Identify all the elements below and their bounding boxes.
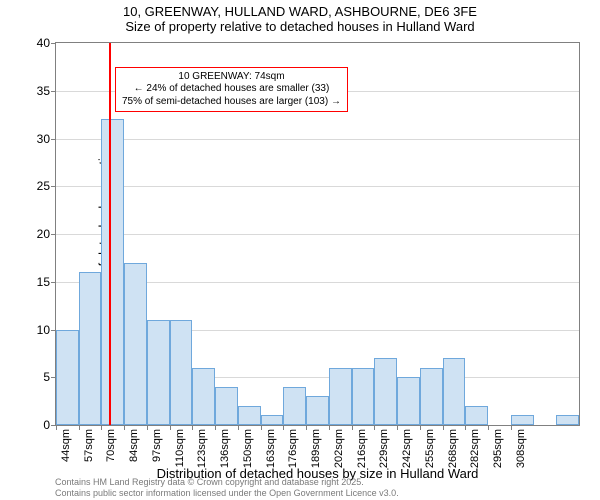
- chart-container: 10, GREENWAY, HULLAND WARD, ASHBOURNE, D…: [0, 0, 600, 500]
- histogram-bar: [511, 415, 534, 425]
- histogram-bar: [420, 368, 443, 425]
- histogram-bar: [374, 358, 397, 425]
- histogram-bar: [306, 396, 329, 425]
- x-tick-label: 202sqm: [333, 429, 345, 468]
- histogram-bar: [147, 320, 170, 425]
- histogram-bar: [329, 368, 352, 425]
- x-tick-label: 295sqm: [492, 429, 504, 468]
- x-tick-label: 84sqm: [128, 429, 140, 462]
- x-tick-label: 57sqm: [83, 429, 95, 462]
- title-block: 10, GREENWAY, HULLAND WARD, ASHBOURNE, D…: [0, 4, 600, 34]
- x-tick-label: 268sqm: [447, 429, 459, 468]
- histogram-bar: [465, 406, 488, 425]
- footer-line-2: Contains public sector information licen…: [55, 488, 399, 498]
- y-tick-label: 30: [37, 132, 56, 146]
- x-tick-mark: [79, 425, 80, 430]
- histogram-bar: [124, 263, 147, 425]
- y-tick-label: 5: [43, 370, 56, 384]
- histogram-bar: [443, 358, 466, 425]
- x-tick-label: 282sqm: [469, 429, 481, 468]
- x-tick-mark: [420, 425, 421, 430]
- footer-attribution: Contains HM Land Registry data © Crown c…: [55, 477, 399, 498]
- title-line-2: Size of property relative to detached ho…: [0, 19, 600, 34]
- x-tick-mark: [443, 425, 444, 430]
- histogram-bar: [261, 415, 284, 425]
- x-tick-mark: [238, 425, 239, 430]
- y-tick-label: 25: [37, 179, 56, 193]
- x-tick-mark: [488, 425, 489, 430]
- histogram-bar: [352, 368, 375, 425]
- x-tick-label: 242sqm: [401, 429, 413, 468]
- y-tick-label: 15: [37, 275, 56, 289]
- histogram-bar: [192, 368, 215, 425]
- x-tick-mark: [56, 425, 57, 430]
- footer-line-1: Contains HM Land Registry data © Crown c…: [55, 477, 399, 487]
- x-tick-label: 70sqm: [105, 429, 117, 462]
- annotation-line: 10 GREENWAY: 74sqm: [122, 71, 341, 84]
- x-tick-label: 308sqm: [515, 429, 527, 468]
- histogram-bar: [170, 320, 193, 425]
- histogram-bar: [556, 415, 579, 425]
- x-tick-mark: [261, 425, 262, 430]
- x-tick-label: 189sqm: [310, 429, 322, 468]
- histogram-bar: [215, 387, 238, 425]
- x-tick-label: 229sqm: [378, 429, 390, 468]
- y-axis-label-wrap: Number of detached properties: [14, 42, 30, 426]
- gridline: [56, 234, 579, 235]
- title-line-1: 10, GREENWAY, HULLAND WARD, ASHBOURNE, D…: [0, 4, 600, 19]
- x-tick-mark: [101, 425, 102, 430]
- x-tick-mark: [170, 425, 171, 430]
- y-tick-label: 0: [43, 418, 56, 432]
- histogram-bar: [56, 330, 79, 426]
- x-tick-label: 176sqm: [287, 429, 299, 468]
- histogram-bar: [283, 387, 306, 425]
- x-tick-mark: [215, 425, 216, 430]
- x-tick-label: 150sqm: [242, 429, 254, 468]
- x-tick-mark: [306, 425, 307, 430]
- x-tick-mark: [511, 425, 512, 430]
- histogram-bar: [79, 272, 102, 425]
- x-tick-label: 163sqm: [265, 429, 277, 468]
- histogram-bar: [101, 119, 124, 425]
- x-tick-mark: [124, 425, 125, 430]
- x-tick-mark: [329, 425, 330, 430]
- plot-area: 051015202530354044sqm57sqm70sqm84sqm97sq…: [55, 42, 580, 426]
- plot-area-wrap: 051015202530354044sqm57sqm70sqm84sqm97sq…: [55, 42, 580, 426]
- x-tick-label: 110sqm: [174, 429, 186, 467]
- x-tick-label: 255sqm: [424, 429, 436, 468]
- y-tick-label: 20: [37, 227, 56, 241]
- x-tick-mark: [147, 425, 148, 430]
- histogram-bar: [238, 406, 261, 425]
- x-tick-mark: [283, 425, 284, 430]
- annotation-line: ← 24% of detached houses are smaller (33…: [122, 83, 341, 96]
- annotation-line: 75% of semi-detached houses are larger (…: [122, 96, 341, 109]
- x-tick-label: 136sqm: [219, 429, 231, 468]
- gridline: [56, 139, 579, 140]
- x-tick-mark: [192, 425, 193, 430]
- x-tick-label: 44sqm: [60, 429, 72, 462]
- gridline: [56, 186, 579, 187]
- x-tick-mark: [465, 425, 466, 430]
- histogram-bar: [397, 377, 420, 425]
- annotation-box: 10 GREENWAY: 74sqm← 24% of detached hous…: [115, 67, 348, 113]
- x-tick-label: 123sqm: [196, 429, 208, 468]
- y-tick-label: 10: [37, 323, 56, 337]
- x-tick-mark: [352, 425, 353, 430]
- x-tick-label: 216sqm: [356, 429, 368, 468]
- y-tick-label: 35: [37, 84, 56, 98]
- x-tick-mark: [397, 425, 398, 430]
- x-tick-mark: [374, 425, 375, 430]
- x-tick-label: 97sqm: [151, 429, 163, 462]
- property-marker-line: [109, 43, 111, 425]
- y-tick-label: 40: [37, 36, 56, 50]
